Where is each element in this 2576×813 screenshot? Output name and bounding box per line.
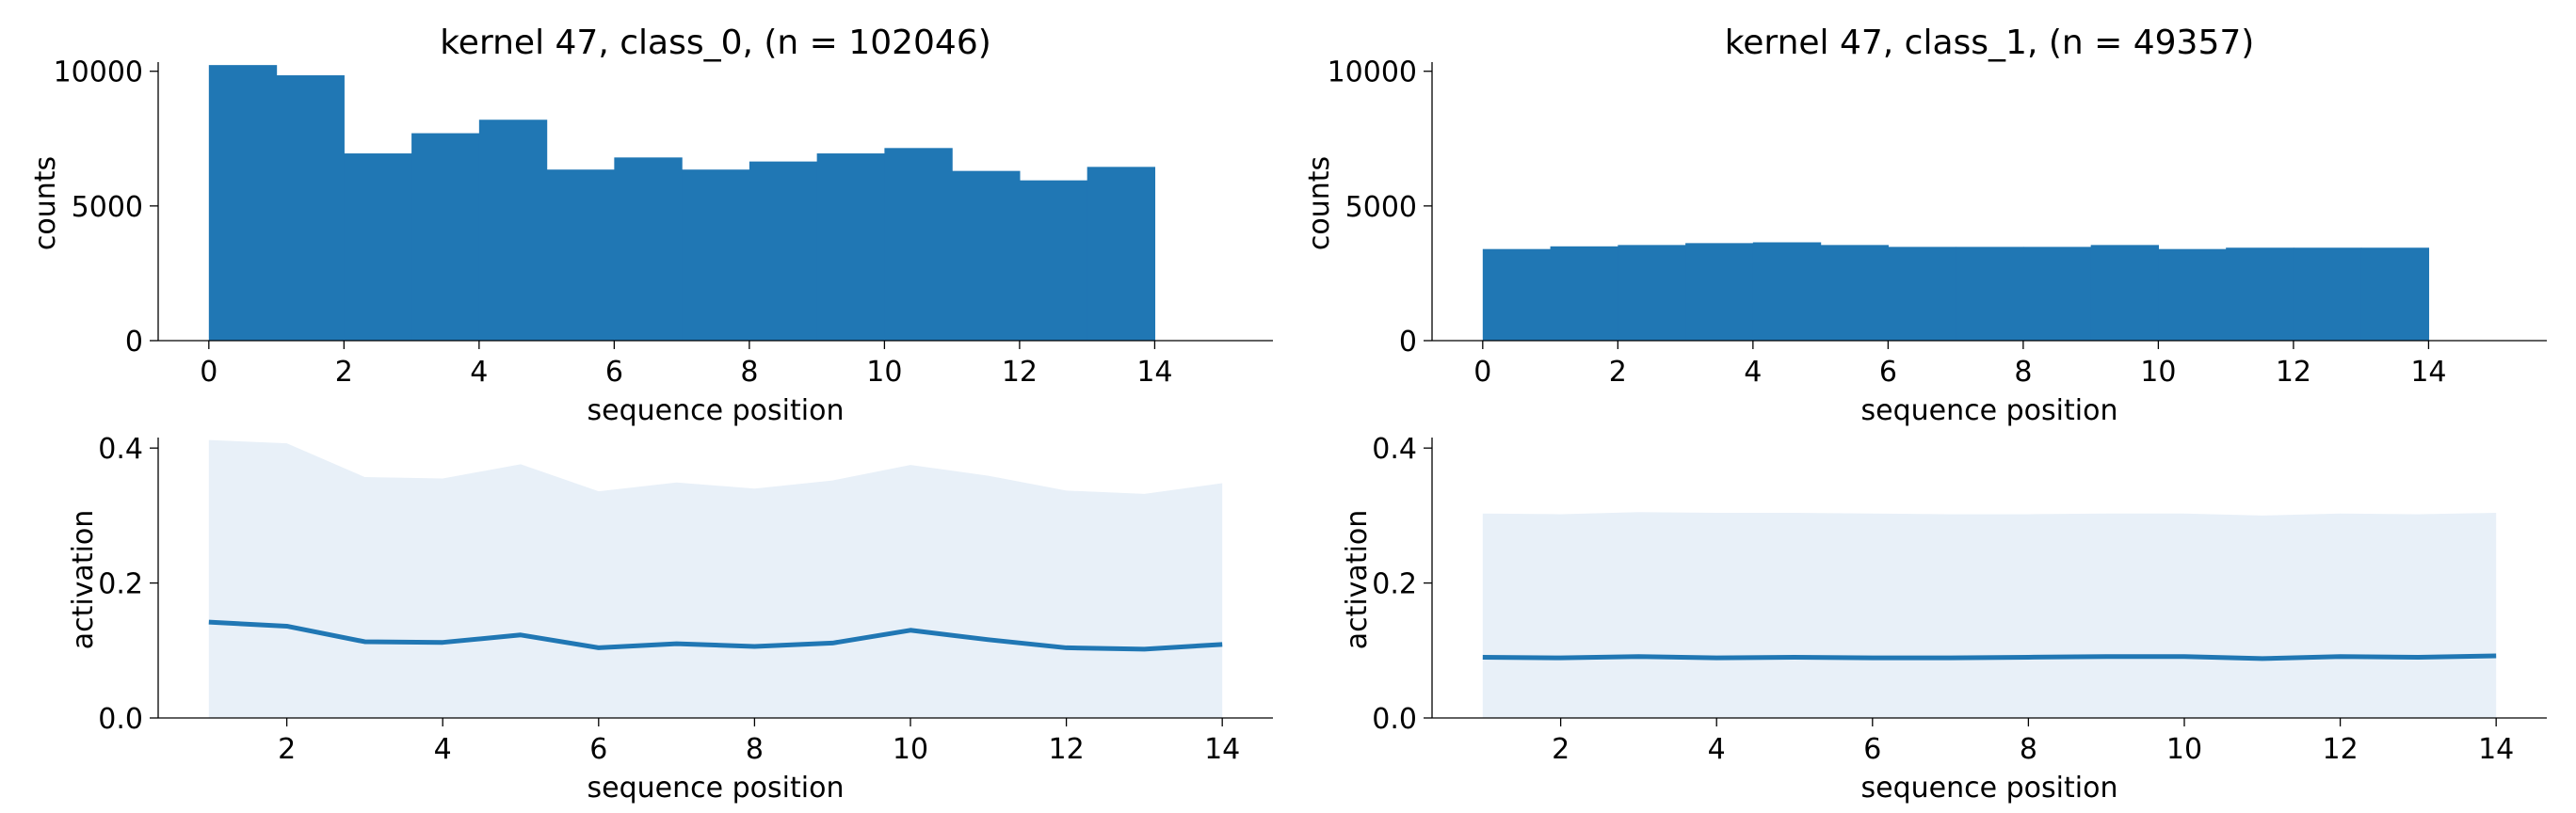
histogram-bar	[546, 169, 615, 341]
x-tick-label: 0	[200, 356, 217, 389]
x-tick-label: 4	[1708, 733, 1726, 766]
histogram-bar	[614, 157, 683, 341]
histogram-bar	[1019, 180, 1088, 341]
y-tick-label: 0.4	[98, 433, 143, 466]
x-tick-label: 8	[740, 356, 758, 389]
histogram-bar	[1482, 248, 1552, 341]
chart-panel-4: 2 4 6 8 10 12 14 0.0 0.2 0.4 sequence position acti…	[1341, 433, 2547, 805]
y-tick-label: 0.4	[1372, 433, 1417, 466]
x-tick-label: 10	[866, 356, 902, 389]
x-tick-label: 10	[893, 733, 928, 766]
histogram-bar	[2022, 247, 2092, 341]
x-tick-label: 10	[2166, 733, 2202, 766]
x-tick-label: 4	[1744, 356, 1762, 389]
histogram-bar	[1956, 247, 2024, 341]
histogram-bar	[682, 169, 750, 341]
x-tick-label: 12	[2322, 733, 2358, 766]
histogram-bar	[276, 75, 345, 342]
x-tick-label: 12	[2276, 356, 2311, 389]
y-tick-label: 0	[1399, 326, 1417, 359]
x-tick-label: 6	[605, 356, 623, 389]
x-tick-label: 4	[434, 733, 452, 766]
histogram-bar	[816, 153, 885, 341]
x-tick-label: 6	[1879, 356, 1897, 389]
y-axis-label: counts	[29, 156, 62, 250]
histogram-bar	[1820, 245, 1889, 341]
histogram-bar	[1685, 243, 1754, 341]
mean-activation-line	[208, 619, 1223, 652]
x-tick-label: 2	[1552, 733, 1570, 766]
y-tick-label: 0.2	[98, 568, 143, 601]
x-tick-label: 0	[1473, 356, 1491, 389]
histogram-bar	[749, 161, 818, 341]
histogram-bar	[208, 65, 278, 341]
chart-title: kernel 47, class_1, (n = 49357)	[1725, 24, 2255, 62]
y-axis-label: activation	[1341, 510, 1374, 650]
x-axis-label: sequence position	[588, 772, 845, 805]
histogram-bar	[1752, 242, 1822, 341]
x-axis-label: sequence position	[1861, 394, 2118, 427]
y-tick-label: 5000	[72, 191, 143, 224]
x-axis-label: sequence position	[588, 394, 845, 427]
x-tick-label: 14	[1136, 356, 1172, 389]
y-tick-label: 0.0	[1372, 703, 1417, 736]
histogram-bar	[952, 170, 1021, 341]
activation-range-band	[208, 439, 1223, 718]
y-tick-label: 0.0	[98, 703, 143, 736]
histogram-bar	[344, 153, 412, 341]
x-tick-label: 4	[470, 356, 488, 389]
histogram-bar	[2360, 247, 2430, 341]
histogram-bar	[1087, 167, 1156, 341]
chart-panel-2: 0 2 4 6 8 10 12 14 0 5000 10000 sequence position co…	[1303, 24, 2547, 427]
y-tick-label: 0	[125, 326, 143, 359]
histogram-bar	[1888, 247, 1956, 341]
x-tick-label: 2	[1609, 356, 1627, 389]
mean-activation-line	[1482, 653, 2497, 662]
x-tick-label: 8	[2014, 356, 2032, 389]
x-tick-label: 6	[589, 733, 607, 766]
x-tick-label: 10	[2140, 356, 2176, 389]
y-tick-label: 0.2	[1372, 568, 1417, 601]
y-tick-label: 10000	[54, 56, 143, 89]
x-tick-label: 8	[746, 733, 764, 766]
histogram-bar	[884, 148, 953, 341]
histogram-bar	[1550, 246, 1618, 341]
x-tick-label: 8	[2020, 733, 2037, 766]
x-tick-label: 14	[2410, 356, 2446, 389]
chart-title: kernel 47, class_0, (n = 102046)	[440, 24, 991, 62]
histogram-bar	[2293, 247, 2362, 341]
x-tick-label: 14	[1204, 733, 1240, 766]
x-tick-label: 6	[1863, 733, 1881, 766]
y-axis-label: activation	[67, 510, 100, 650]
histogram-bar	[2158, 248, 2227, 341]
y-tick-label: 10000	[1328, 56, 1417, 89]
chart-panel-3: 2 4 6 8 10 12 14 0.0 0.2 0.4 sequence position acti…	[67, 433, 1273, 805]
histogram-bar	[411, 133, 480, 341]
histogram-bar	[2226, 247, 2294, 341]
x-tick-label: 2	[278, 733, 296, 766]
y-tick-label: 5000	[1345, 191, 1417, 224]
histogram-bar	[478, 120, 548, 341]
histogram-bar	[1618, 245, 1686, 341]
x-tick-label: 12	[1048, 733, 1084, 766]
x-axis-label: sequence position	[1861, 772, 2118, 805]
chart-panel-1: 0 2 4 6 8 10 12 14 0 5000 10000 sequence position co…	[29, 24, 1273, 427]
x-tick-label: 12	[1002, 356, 1038, 389]
histogram-bar	[2090, 245, 2159, 341]
activation-range-band	[1482, 512, 2497, 718]
y-axis-label: counts	[1303, 156, 1336, 250]
x-tick-label: 2	[335, 356, 353, 389]
x-tick-label: 14	[2478, 733, 2514, 766]
